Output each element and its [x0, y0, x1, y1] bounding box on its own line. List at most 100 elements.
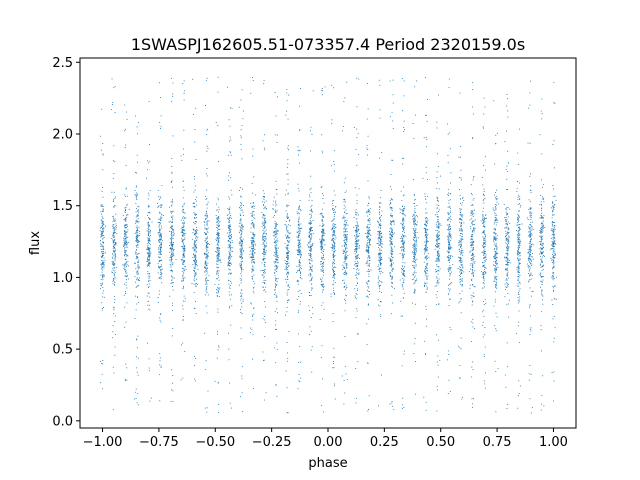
data-point: [112, 226, 114, 228]
data-point: [135, 196, 137, 198]
data-point: [275, 245, 277, 247]
data-point: [195, 251, 197, 253]
data-point: [287, 230, 289, 232]
data-point: [346, 245, 347, 247]
data-point: [368, 287, 369, 289]
data-point: [196, 217, 198, 219]
data-point: [367, 224, 369, 226]
data-point: [138, 266, 139, 268]
data-point: [308, 254, 310, 256]
data-point: [309, 222, 311, 224]
data-point: [171, 247, 173, 249]
data-point: [205, 256, 207, 258]
data-point: [160, 278, 162, 280]
data-point: [184, 266, 186, 267]
data-point: [358, 274, 360, 275]
data-point: [262, 140, 264, 142]
data-point: [197, 237, 199, 239]
data-point: [182, 308, 184, 310]
data-point: [243, 250, 244, 252]
data-point: [436, 240, 438, 242]
data-point: [333, 251, 335, 253]
data-point: [308, 243, 310, 245]
data-point: [289, 225, 291, 227]
data-point: [355, 298, 357, 300]
data-point: [286, 205, 287, 207]
data-point: [114, 228, 116, 229]
data-point: [240, 338, 242, 340]
data-point: [240, 239, 242, 241]
data-point: [264, 207, 266, 209]
data-point: [138, 209, 139, 211]
data-point: [158, 256, 160, 258]
data-point: [277, 230, 279, 232]
data-point: [377, 237, 379, 239]
data-point: [113, 255, 115, 257]
data-point: [320, 269, 322, 271]
data-point: [393, 232, 395, 234]
data-point: [322, 233, 324, 235]
data-point: [309, 228, 310, 230]
data-point: [137, 242, 139, 244]
data-point: [438, 238, 439, 240]
data-point: [185, 217, 187, 219]
data-point: [196, 235, 198, 237]
data-point: [299, 301, 301, 303]
data-point: [391, 234, 393, 236]
data-point: [287, 192, 289, 194]
data-point: [346, 264, 348, 266]
data-point: [369, 210, 371, 212]
data-point: [287, 183, 289, 185]
data-point: [124, 263, 126, 264]
data-point: [367, 234, 369, 236]
data-point: [399, 279, 401, 281]
data-point: [367, 286, 369, 287]
data-point: [415, 228, 417, 230]
data-point: [218, 403, 220, 405]
data-point: [183, 224, 185, 226]
data-point: [265, 233, 267, 234]
data-point: [101, 234, 103, 236]
data-point: [392, 233, 394, 235]
data-point: [115, 266, 117, 268]
data-point: [299, 276, 301, 278]
data-point: [124, 263, 126, 265]
data-point: [148, 292, 150, 294]
data-point: [261, 274, 263, 276]
data-point: [206, 287, 207, 289]
data-point: [102, 233, 104, 235]
data-point: [321, 235, 323, 237]
data-point: [414, 86, 416, 88]
data-point: [136, 198, 138, 200]
data-point: [402, 404, 404, 406]
data-point: [216, 240, 217, 241]
data-point: [379, 236, 381, 238]
data-point: [346, 228, 348, 230]
data-point: [380, 253, 382, 255]
data-point: [310, 250, 312, 252]
data-point: [126, 242, 128, 244]
data-point: [228, 268, 230, 270]
data-point: [123, 241, 125, 243]
data-point: [230, 324, 232, 326]
data-point: [217, 91, 219, 93]
data-point: [403, 275, 405, 277]
data-point: [366, 250, 368, 252]
data-point: [356, 240, 357, 242]
data-point: [100, 263, 102, 265]
data-point: [216, 256, 218, 258]
data-point: [239, 248, 241, 250]
data-point: [135, 253, 137, 255]
data-point: [229, 125, 231, 127]
data-point: [368, 227, 370, 229]
data-point: [171, 233, 172, 234]
data-point: [172, 390, 174, 392]
data-point: [331, 228, 333, 230]
data-point: [195, 230, 197, 232]
data-point: [368, 248, 369, 250]
data-point: [366, 261, 368, 263]
data-point: [402, 266, 403, 267]
data-point: [380, 239, 382, 240]
data-point: [231, 236, 232, 238]
data-point: [148, 286, 150, 287]
